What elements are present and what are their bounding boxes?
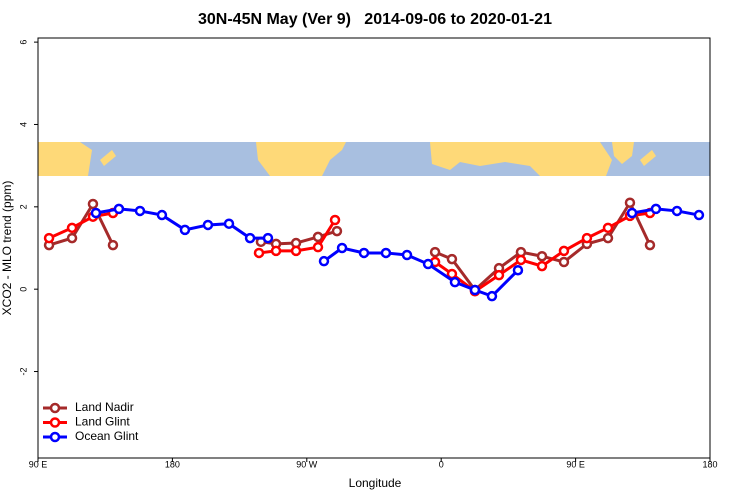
y-tick-label: 4 [18, 122, 28, 127]
point [179, 224, 191, 236]
point [515, 254, 527, 266]
land [430, 142, 612, 176]
point [693, 209, 705, 221]
point [336, 242, 348, 254]
x-axis-title: Longitude [349, 476, 402, 490]
point [558, 245, 570, 257]
plot-box [37, 37, 711, 459]
y-tick-label: -2 [18, 368, 28, 376]
point [202, 219, 214, 231]
series-line [95, 207, 700, 298]
point [113, 203, 125, 215]
map-band [38, 142, 710, 176]
point [134, 205, 146, 217]
point [446, 253, 458, 265]
point [223, 218, 235, 229]
point [512, 264, 524, 276]
point [312, 231, 324, 243]
land [612, 142, 634, 164]
point [422, 258, 434, 270]
point [43, 232, 55, 244]
point [87, 198, 99, 210]
chart-title: 30N-45N May (Ver 9) 2014-09-06 to 2020-0… [198, 11, 552, 28]
point [107, 239, 119, 251]
land [256, 142, 346, 176]
x-tick-label: 90 W [296, 459, 318, 469]
point [671, 205, 683, 217]
y-tick-label: 6 [18, 40, 28, 45]
point [318, 255, 330, 267]
point [449, 276, 461, 288]
y-tick-label: 0 [18, 287, 28, 292]
land [80, 142, 92, 176]
legend-marker [49, 417, 61, 428]
point [66, 222, 78, 234]
x-tick-label: 180 [165, 459, 180, 469]
point [290, 245, 302, 257]
x-tick-label: 90 E [566, 459, 585, 469]
point [253, 247, 265, 259]
legend-label: Land Glint [75, 415, 130, 429]
point [66, 232, 78, 244]
point [536, 250, 548, 262]
legend-marker [49, 431, 61, 443]
land [100, 150, 116, 166]
point [650, 203, 662, 215]
point [624, 197, 636, 208]
point [329, 214, 341, 226]
y-axis-title: XCO2 - MLO trend (ppm) [0, 181, 14, 316]
x-tick-label: 0 [439, 459, 444, 469]
legend-label: Land Nadir [75, 400, 134, 414]
point [486, 290, 498, 302]
point [90, 207, 102, 219]
point [429, 246, 441, 258]
y-tick-label: 2 [18, 204, 28, 209]
point [244, 232, 256, 244]
point [536, 260, 548, 272]
point [558, 256, 570, 268]
x-tick-label: 180 [702, 459, 717, 469]
point [331, 225, 343, 237]
point [401, 249, 413, 261]
point [493, 269, 505, 281]
legend-label: Ocean Glint [75, 429, 139, 443]
point [156, 209, 168, 221]
land [38, 142, 80, 176]
point [602, 222, 614, 234]
point [312, 241, 324, 253]
point [262, 232, 274, 244]
point [358, 247, 370, 259]
point [644, 239, 656, 251]
legend-marker [49, 402, 61, 414]
point [380, 247, 392, 259]
point [626, 207, 638, 219]
land [640, 150, 656, 166]
point [581, 232, 593, 244]
point [270, 245, 282, 257]
point [602, 232, 614, 244]
x-tick-label: 90 E [29, 459, 48, 469]
point [469, 284, 481, 296]
